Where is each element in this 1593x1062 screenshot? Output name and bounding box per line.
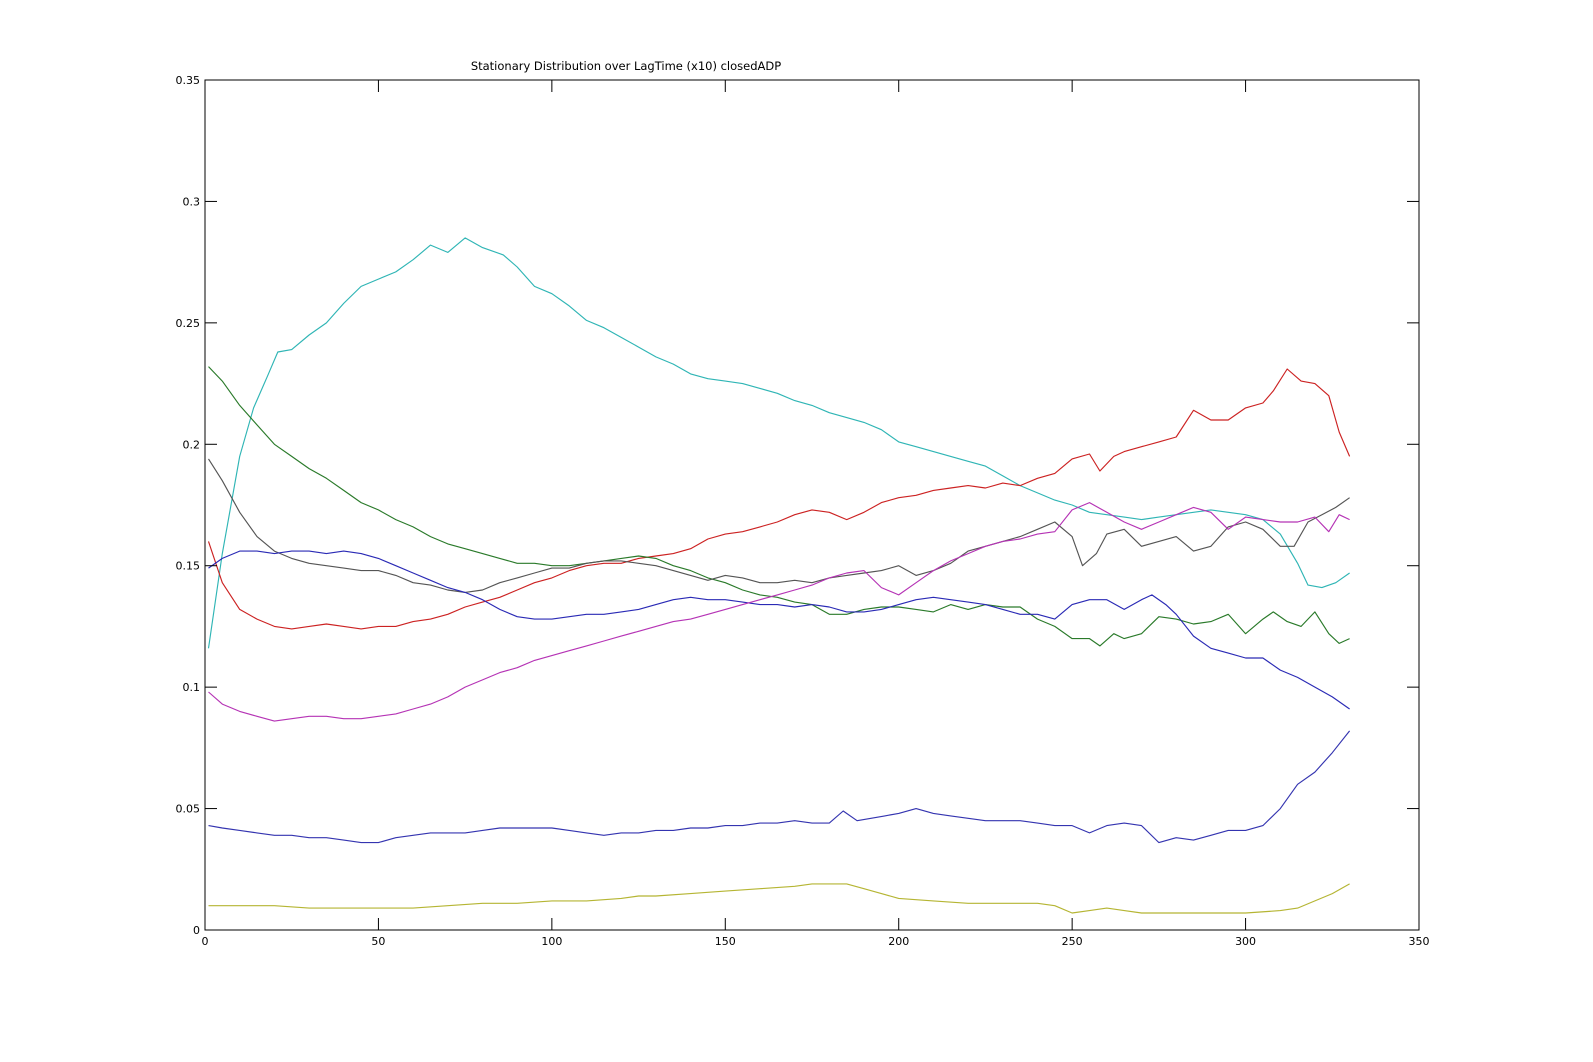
x-tick-label: 250: [1062, 935, 1083, 948]
series-line-5: [208, 550, 1350, 710]
series-line-4: [208, 458, 1350, 593]
series-line-2: [207, 368, 1351, 630]
series-layer: [207, 237, 1351, 914]
x-tick-label: 50: [371, 935, 385, 948]
y-tick-label: 0.1: [183, 681, 201, 694]
chart-title: Stationary Distribution over LagTime (x1…: [471, 59, 781, 73]
y-tick-label: 0.35: [176, 74, 201, 87]
series-line-6: [208, 502, 1350, 722]
x-tick-label: 200: [888, 935, 909, 948]
x-tick-label: 350: [1409, 935, 1430, 948]
ticks-layer: 0 50 100 150 200 250 300 350 0 0.05 0.1 0.15 0.2 0.25…: [176, 74, 1430, 948]
x-tick-label: 0: [202, 935, 209, 948]
x-tick-label: 100: [541, 935, 562, 948]
y-tick-label: 0.25: [176, 317, 201, 330]
series-line-8: [208, 883, 1350, 914]
y-tick-label: 0.3: [183, 195, 201, 208]
series-line-3: [208, 366, 1350, 647]
y-tick-label: 0.15: [176, 560, 201, 573]
series-line-1: [207, 237, 1350, 649]
series-line-7: [208, 730, 1351, 844]
y-tick-label: 0.2: [183, 438, 201, 451]
plot-area-frame: [204, 79, 1420, 931]
y-tick-label: 0: [193, 924, 200, 937]
x-tick-label: 150: [715, 935, 736, 948]
x-tick-label: 300: [1235, 935, 1256, 948]
y-tick-label: 0.05: [176, 803, 201, 816]
